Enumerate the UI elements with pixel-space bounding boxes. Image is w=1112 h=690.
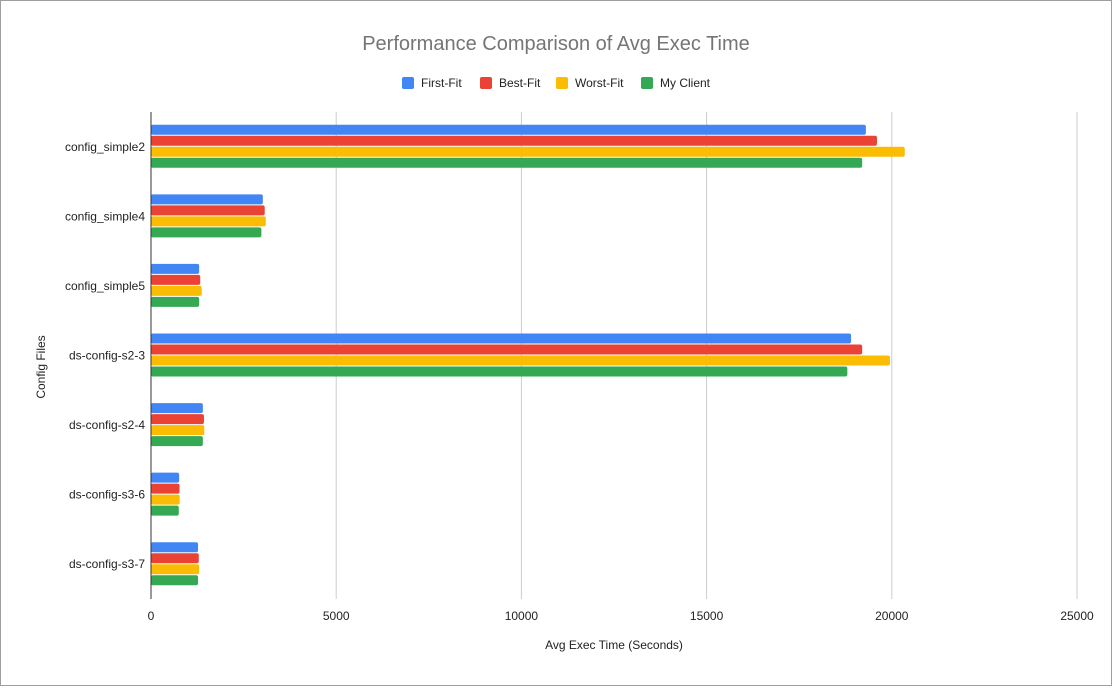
x-tick-label: 0: [148, 609, 155, 623]
legend-label: My Client: [660, 76, 711, 90]
legend-label: Worst-Fit: [575, 76, 624, 90]
x-axis-title: Avg Exec Time (Seconds): [545, 638, 683, 652]
bar-first-fit: [151, 333, 852, 344]
bar-best-fit: [151, 205, 265, 216]
bar-best-fit: [151, 344, 863, 355]
x-tick-label: 5000: [323, 609, 350, 623]
bar-my-client: [151, 227, 262, 238]
x-tick-label: 10000: [505, 609, 539, 623]
bar-best-fit: [151, 553, 199, 564]
y-axis-title: Config Files: [34, 335, 48, 398]
bar-worst-fit: [151, 285, 202, 296]
y-axis-ticks: config_simple2 config_simple4 config_simpl…: [65, 140, 145, 571]
legend-label: Best-Fit: [499, 76, 541, 90]
bar-best-fit: [151, 274, 201, 285]
bar-my-client: [151, 157, 863, 168]
bar-worst-fit: [151, 216, 266, 227]
y-tick-label: ds-config-s3-6: [69, 488, 145, 502]
y-tick-label: config_simple4: [65, 209, 145, 223]
y-tick-label: ds-config-s2-4: [69, 418, 145, 432]
legend: First-Fit Best-Fit Worst-Fit My Client: [402, 76, 711, 90]
x-tick-label: 15000: [690, 609, 724, 623]
legend-swatch: [480, 77, 492, 89]
y-tick-label: ds-config-s3-7: [69, 557, 145, 571]
legend-swatch: [641, 77, 653, 89]
x-axis-ticks: 0 5000 10000 15000 20000 25000: [148, 609, 1094, 623]
bar-worst-fit: [151, 355, 890, 366]
bar-first-fit: [151, 124, 866, 135]
legend-swatch: [556, 77, 568, 89]
bar-worst-fit: [151, 425, 205, 436]
bar-first-fit: [151, 194, 263, 205]
bar-first-fit: [151, 472, 180, 483]
bar-best-fit: [151, 483, 180, 494]
y-tick-label: config_simple2: [65, 140, 145, 154]
bar-first-fit: [151, 263, 200, 274]
bar-my-client: [151, 505, 179, 516]
x-tick-label: 20000: [875, 609, 909, 623]
bar-my-client: [151, 296, 200, 307]
bar-worst-fit: [151, 564, 200, 575]
bar-best-fit: [151, 414, 204, 425]
bar-worst-fit: [151, 146, 905, 157]
bar-best-fit: [151, 135, 877, 146]
y-tick-label: ds-config-s2-3: [69, 349, 145, 363]
x-tick-label: 25000: [1060, 609, 1094, 623]
legend-swatch: [402, 77, 414, 89]
legend-label: First-Fit: [421, 76, 462, 90]
bars: [151, 124, 905, 586]
y-tick-label: config_simple5: [65, 279, 145, 293]
bar-worst-fit: [151, 494, 180, 505]
chart-title: Performance Comparison of Avg Exec Time: [362, 33, 750, 55]
bar-my-client: [151, 436, 203, 447]
bar-my-client: [151, 575, 199, 586]
bar-my-client: [151, 366, 848, 377]
bar-first-fit: [151, 542, 199, 553]
bar-first-fit: [151, 403, 203, 414]
